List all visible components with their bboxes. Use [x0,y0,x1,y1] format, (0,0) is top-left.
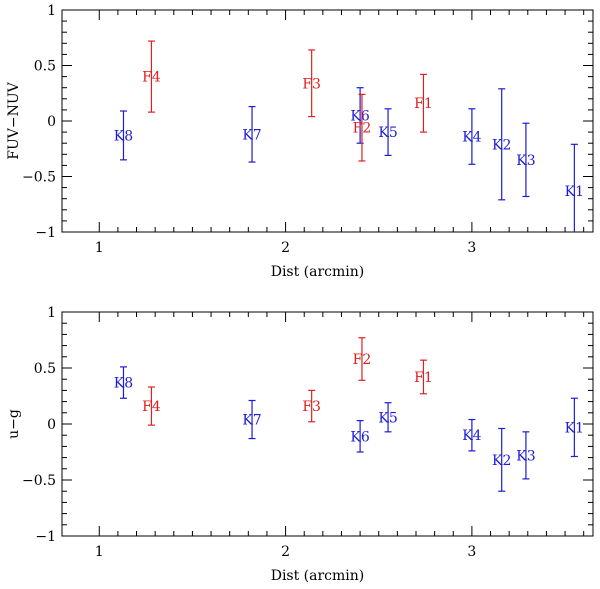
point-k2: K2 [492,88,511,201]
y-tick-label: −0.5 [22,473,56,489]
point-label: F3 [302,399,321,415]
point-label: K7 [242,413,261,429]
point-label: F1 [414,96,433,112]
point-f4: F4 [142,40,161,113]
x-axis-title: Dist (arcmin) [271,568,365,584]
y-tick-label: 0.5 [34,361,56,377]
point-label: K8 [114,376,133,392]
y-tick-label: −1 [35,225,56,241]
point-k7: K7 [242,399,262,440]
point-f3: F3 [302,389,321,423]
point-f2: F2 [353,93,372,162]
point-label: F4 [142,399,161,415]
point-label: K6 [350,429,369,445]
x-tick-label: 1 [95,544,104,560]
point-label: F4 [142,70,161,86]
point-k8: K8 [114,366,133,399]
x-tick-label: 2 [281,240,290,256]
point-f1: F1 [414,73,433,133]
point-k4: K4 [462,418,482,452]
point-k7: K7 [242,105,262,163]
point-label: K4 [462,428,481,444]
y-axis-title: FUV−NUV [6,81,22,159]
point-label: F3 [302,76,321,92]
point-label: K5 [378,410,397,426]
point-f1: F1 [414,359,433,395]
y-tick-label: 1 [47,305,56,321]
y-tick-label: 0 [47,417,56,433]
point-f4: F4 [142,386,161,426]
point-k5: K5 [378,402,398,433]
point-label: K5 [378,125,397,141]
point-k1: K1 [565,397,584,458]
point-k4: K4 [462,108,482,165]
x-axis-title: Dist (arcmin) [271,264,365,280]
point-label: K2 [492,453,511,469]
point-label: K4 [462,130,481,146]
point-label: F2 [353,121,372,137]
y-tick-label: 0 [47,114,56,130]
y-tick-label: −0.5 [22,170,56,186]
point-label: K2 [492,137,511,153]
point-label: K1 [565,184,584,200]
x-tick-label: 1 [95,240,104,256]
point-k3: K3 [516,122,536,198]
point-label: K7 [242,127,261,143]
point-label: K8 [114,128,133,144]
point-label: K3 [516,153,535,169]
plot-frame [61,311,594,537]
y-tick-label: 1 [47,3,56,19]
point-f3: F3 [302,49,321,118]
point-k8: K8 [114,110,133,161]
point-label: F2 [353,352,372,368]
x-tick-label: 3 [467,240,476,256]
point-f2: F2 [353,337,372,381]
plot-frame [61,9,594,233]
data-layer: K8 F4 K7 F3 F2 K6 K5 F1 K4 K2 K3 K1 [114,337,584,492]
point-label: K1 [565,420,584,436]
y-tick-label: −1 [35,529,56,545]
x-tick-label: 3 [467,544,476,560]
point-k2: K2 [492,427,511,492]
top-panel-fuv-nuv: 1 2 3 −1 −0.5 0 0.5 1 Dist (arcmin) FUV−NUV K8 F4 K7… [6,3,594,280]
bottom-panel-u-g: 1 2 3 −1 −0.5 0 0.5 1 Dist (arcmin) u−g K8 F4 K7 F3 F2… [6,305,594,584]
point-k5: K5 [378,108,398,157]
y-tick-label: 0.5 [34,59,56,75]
point-k1: K1 [565,143,584,232]
point-label: K3 [516,448,535,464]
point-k3: K3 [516,431,536,480]
x-tick-label: 2 [281,544,290,560]
point-k6: K6 [350,420,370,453]
point-label: F1 [414,370,433,386]
y-axis-title: u−g [6,409,22,439]
point-label: K6 [350,108,369,124]
